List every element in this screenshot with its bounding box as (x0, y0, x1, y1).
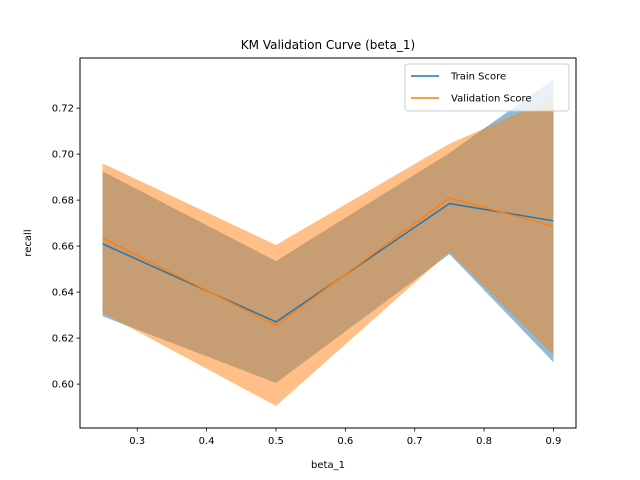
y-tick-label-1: 0.62 (52, 334, 74, 345)
x-tick-label-3: 0.6 (337, 436, 353, 447)
y-tick-label-4: 0.68 (52, 196, 74, 207)
x-tick-label-5: 0.8 (476, 436, 492, 447)
x-tick-label-0: 0.3 (129, 436, 145, 447)
line-series-1 (102, 196, 554, 327)
legend-box (404, 63, 570, 112)
x-tick-label-2: 0.5 (268, 436, 284, 447)
x-axis-label: beta_1 (311, 460, 345, 471)
y-axis-label: recall (23, 229, 34, 256)
axes-frame (79, 57, 577, 429)
y-tick-label-6: 0.72 (52, 104, 74, 115)
legend-label-0: Train Score (450, 72, 506, 83)
series-lines (102, 196, 554, 327)
y-tick-label-0: 0.60 (52, 380, 74, 391)
band-series-1 (102, 97, 554, 406)
y-tick-label-3: 0.66 (52, 242, 74, 253)
legend-label-1: Validation Score (451, 94, 532, 105)
y-tick-label-5: 0.70 (52, 150, 74, 161)
y-axis-ticks: 0.60 0.62 0.64 0.66 0.68 0.70 0.72 (52, 104, 80, 391)
x-tick-label-4: 0.7 (407, 436, 423, 447)
x-tick-label-1: 0.4 (199, 436, 215, 447)
confidence-bands (102, 79, 554, 406)
legend: Train Score Validation Score (404, 63, 570, 112)
y-tick-label-2: 0.64 (52, 288, 74, 299)
x-axis-ticks: 0.3 0.4 0.5 0.6 0.7 0.8 0.9 (129, 428, 561, 447)
chart-title: KM Validation Curve (beta_1) (241, 38, 415, 52)
x-tick-label-6: 0.9 (546, 436, 562, 447)
